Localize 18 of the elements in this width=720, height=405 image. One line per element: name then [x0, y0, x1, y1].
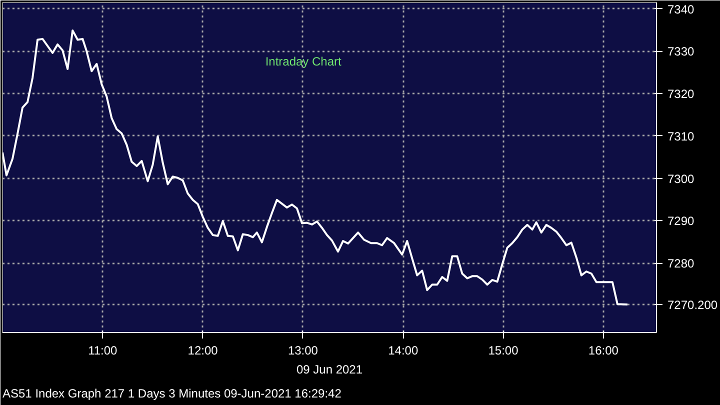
y-tick-label: 7340 [668, 2, 695, 16]
x-tick-label: 15:00 [488, 344, 519, 358]
y-tick-label: 7290 [668, 214, 695, 228]
line-series [2, 29, 628, 306]
y-tick-label: 7270.200 [668, 298, 718, 312]
x-axis-title: 09 Jun 2021 [296, 362, 363, 376]
x-tick-label: 16:00 [588, 344, 619, 358]
x-tick-label: 13:00 [288, 344, 318, 358]
x-tick-label: 11:00 [88, 344, 118, 358]
y-tick-label: 7330 [668, 44, 695, 59]
text: Intraday Chart [265, 54, 342, 68]
y-tick-label: 7310 [668, 129, 695, 144]
y-tick-label: 7300 [668, 172, 695, 186]
x-tick-label: 12:00 [188, 344, 218, 358]
x-tick-label: 14:00 [388, 344, 418, 358]
y-tick-label: 7280 [668, 256, 695, 271]
text: AS51 Index Graph 217 1 Days 3 Minutes 09-Jun-2021 16:29:42 [2, 386, 342, 400]
y-tick-label: 7320 [668, 87, 695, 102]
